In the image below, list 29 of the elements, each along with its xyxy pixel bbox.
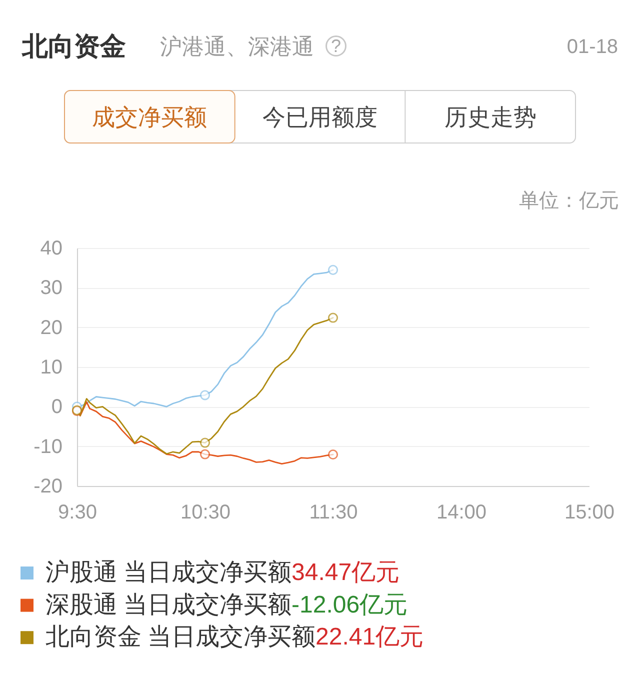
text: 单位：亿元 <box>519 190 619 212</box>
x-tick-label: 11:30 <box>309 502 358 524</box>
text: 成交净买额 <box>92 104 208 130</box>
text: 当日成交净买额 <box>124 559 292 586</box>
x-tick-label: 15:00 <box>564 502 615 524</box>
text: -12.06亿元 <box>292 591 408 618</box>
chart-subtitle: 沪港通、深港通 <box>160 34 314 59</box>
legend-label: 北向资金 <box>46 624 142 651</box>
text: 当日成交净买额 <box>124 591 292 618</box>
y-tick-label: 0 <box>51 396 62 418</box>
y-tick-label: 40 <box>40 238 62 260</box>
y-tick-label: -20 <box>34 476 62 498</box>
y-tick-label: -10 <box>34 436 62 458</box>
text: 22.41亿元 <box>316 624 424 651</box>
y-tick-label: 20 <box>40 316 62 339</box>
text: 01-18 <box>566 36 618 58</box>
text: 当日成交净买额 <box>148 624 316 651</box>
legend-label: 深股通 <box>46 591 118 618</box>
text: 34.47亿元 <box>292 559 400 586</box>
chart-title: 北向资金 <box>21 31 126 61</box>
legend-label: 沪股通 <box>46 559 118 586</box>
x-tick-label: 9:30 <box>58 502 97 524</box>
text: 今已用额度 <box>262 104 378 130</box>
text: 历史走势 <box>444 104 536 130</box>
text: ? <box>330 36 342 56</box>
x-tick-label: 10:30 <box>180 502 231 524</box>
y-tick-label: 30 <box>40 277 62 300</box>
x-tick-label: 14:00 <box>436 502 487 524</box>
y-tick-label: 10 <box>40 356 62 378</box>
